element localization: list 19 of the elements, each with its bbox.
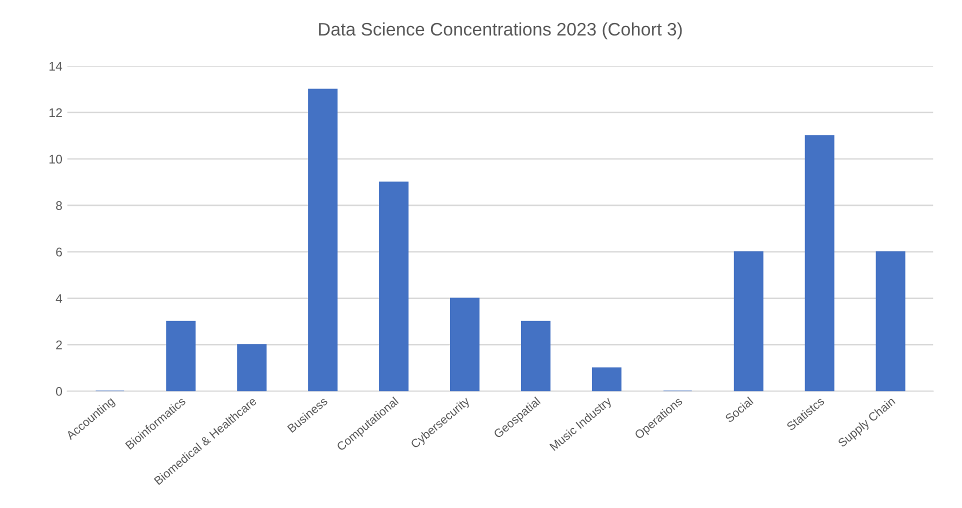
y-tick-label: 4	[56, 294, 62, 303]
bar	[308, 88, 338, 392]
bar	[237, 344, 267, 392]
bar	[450, 298, 480, 392]
bar	[520, 320, 550, 392]
bar	[592, 367, 622, 392]
y-tick-label: 12	[50, 108, 62, 118]
bar	[379, 182, 409, 392]
y-tick-label: 14	[50, 62, 62, 71]
chart-title: Data Science Concentrations 2023 (Cohort 3)	[319, 22, 682, 40]
y-tick-label: 0	[56, 386, 62, 396]
y-tick-label: 2	[56, 340, 62, 350]
bar	[734, 251, 764, 392]
y-tick-label: 6	[56, 248, 62, 256]
y-tick-label: 8	[56, 201, 62, 210]
y-tick-label: 10	[50, 154, 62, 164]
bar	[166, 320, 196, 392]
bar	[804, 135, 834, 392]
bar	[876, 251, 906, 392]
